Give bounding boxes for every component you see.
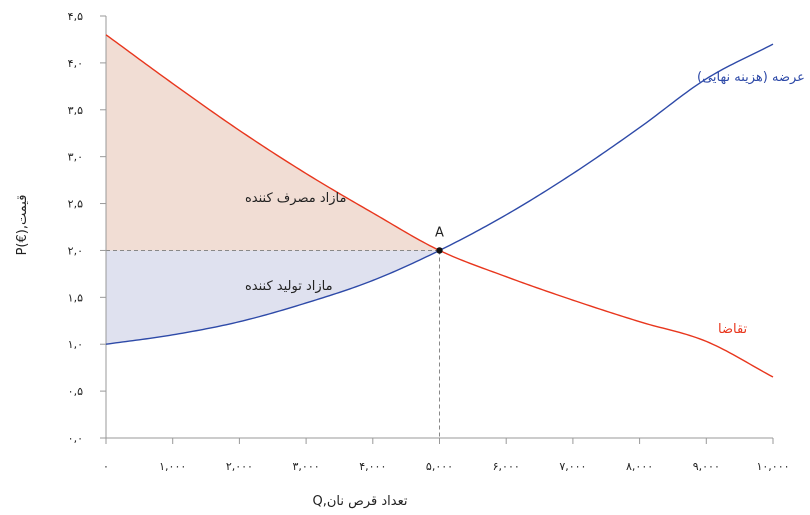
y-tick-label: ۰,۵ [68, 385, 83, 398]
y-tick-label: ۲,۰ [68, 244, 83, 257]
consumer-surplus-area [106, 34, 440, 251]
x-tick-label: ۶,۰۰۰ [493, 460, 520, 473]
axes: ۰ ۱,۰۰۰ ۲,۰۰۰ ۳,۰۰۰ ۴,۰۰۰ ۵,۰۰۰ ۶,۰۰۰ ۷,۰۰۰ ۸,۰۰… [68, 10, 790, 473]
chart-labels: A عرضه (هزینه نهایی) تقاضا مازاد مصرف کننده… [15, 70, 805, 509]
y-tick-label: ۱,۵ [68, 291, 83, 304]
y-tick-label: ۰,۰ [68, 432, 83, 445]
x-tick-label: ۵,۰۰۰ [426, 460, 453, 473]
x-tick-label: ۴,۰۰۰ [359, 460, 386, 473]
producer-surplus-label: مازاد تولید کننده [245, 279, 333, 294]
x-tick-label: ۳,۰۰۰ [293, 460, 320, 473]
x-tick-label: ۱۰,۰۰۰ [756, 460, 789, 473]
y-tick-label: ۲,۵ [68, 198, 83, 211]
equilibrium-guides [106, 249, 440, 438]
y-tick-label: ۳,۵ [68, 104, 83, 117]
x-tick-label: ۸,۰۰۰ [626, 460, 653, 473]
producer-surplus-area [106, 250, 440, 345]
demand-curve-label: تقاضا [718, 322, 748, 337]
y-axis-title: P(€),قیمت [15, 195, 30, 256]
y-tick-label: ۴,۵ [68, 10, 83, 23]
x-tick-label: ۱,۰۰۰ [159, 460, 186, 473]
x-tick-label: ۷,۰۰۰ [559, 460, 586, 473]
y-tick-label: ۱,۰ [68, 338, 83, 351]
surplus-regions [106, 34, 440, 345]
equilibrium-point [436, 247, 443, 254]
x-tick-label: ۲,۰۰۰ [226, 460, 253, 473]
equilibrium-label: A [435, 225, 444, 240]
consumer-surplus-label: مازاد مصرف کننده [245, 191, 346, 206]
y-tick-label: ۴,۰ [68, 57, 83, 70]
supply-curve-label: عرضه (هزینه نهایی) [697, 70, 805, 85]
x-tick-label: ۹,۰۰۰ [693, 460, 720, 473]
curves [105, 34, 774, 378]
y-tick-label: ۳,۰ [68, 151, 83, 164]
x-tick-label: ۰ [103, 460, 109, 473]
x-axis-title: Q,تعداد قرص نان [313, 494, 408, 509]
